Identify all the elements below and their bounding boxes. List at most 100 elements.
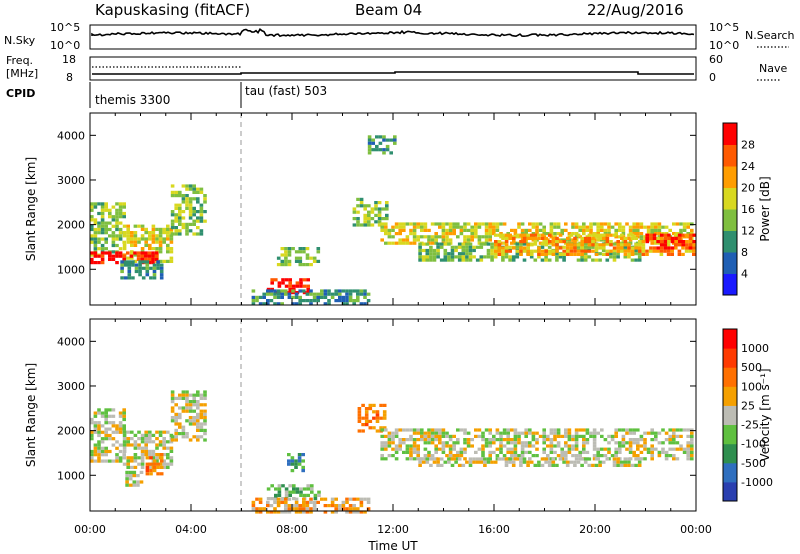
- velocity-cell: [292, 487, 296, 491]
- power-cell: [384, 222, 388, 226]
- power-cell: [192, 187, 196, 191]
- power-cell: [97, 224, 101, 228]
- power-cell: [475, 245, 480, 249]
- power-cell: [151, 247, 156, 251]
- power-cell: [108, 208, 112, 212]
- velocity-cell: [170, 435, 175, 439]
- power-cell: [421, 255, 426, 259]
- velocity-cell: [122, 408, 126, 412]
- power-cell: [483, 242, 487, 246]
- power-cell: [192, 210, 196, 214]
- velocity-cell: [277, 493, 282, 497]
- power-cell: [692, 249, 696, 253]
- velocity-cell: [380, 447, 384, 451]
- velocity-cell: [178, 432, 182, 436]
- velocity-cell: [405, 457, 410, 461]
- velocity-cell: [493, 460, 498, 464]
- x-axis-label: Time UT: [367, 539, 418, 553]
- velocity-cell: [148, 449, 152, 453]
- power-y-tick-label: 3000: [57, 174, 85, 187]
- velocity-cell: [672, 454, 676, 458]
- power-cell: [583, 252, 588, 256]
- velocity-cell: [537, 463, 541, 467]
- velocity-cell: [273, 497, 277, 501]
- power-cell: [155, 237, 159, 241]
- power-cell: [370, 217, 375, 221]
- power-cell: [178, 190, 182, 194]
- velocity-cell: [679, 444, 683, 448]
- power-cell: [592, 222, 597, 226]
- power-cell: [646, 225, 651, 229]
- power-cell: [602, 236, 606, 240]
- power-cell: [531, 222, 536, 226]
- velocity-cell: [93, 411, 98, 415]
- velocity-cell: [574, 457, 579, 461]
- power-cell: [583, 245, 588, 249]
- velocity-cell: [169, 462, 174, 466]
- power-cell: [603, 222, 608, 226]
- power-cell: [394, 225, 399, 229]
- power-cell: [170, 232, 175, 236]
- power-cell: [418, 255, 422, 259]
- power-cell: [402, 241, 406, 245]
- power-cell: [486, 248, 491, 253]
- velocity-cell: [140, 459, 145, 463]
- velocity-cell: [481, 447, 485, 451]
- velocity-cell: [553, 434, 557, 438]
- velocity-cell: [93, 430, 98, 434]
- velocity-cell: [357, 416, 362, 420]
- power-cell: [309, 299, 313, 303]
- velocity-cell: [466, 444, 471, 448]
- power-cell: [616, 255, 620, 259]
- power-cell: [280, 302, 284, 306]
- velocity-cell: [93, 453, 98, 457]
- power-cell: [609, 240, 613, 244]
- power-cell: [367, 213, 371, 217]
- velocity-cell: [181, 432, 186, 436]
- power-cell: [663, 243, 668, 247]
- power-cell: [450, 245, 455, 249]
- power-cell: [158, 243, 163, 247]
- power-cell: [520, 228, 525, 232]
- velocity-cell: [481, 450, 485, 454]
- velocity-cell: [170, 406, 175, 410]
- velocity-cell: [384, 428, 388, 432]
- power-cell: [448, 238, 453, 242]
- power-cell: [299, 281, 303, 285]
- power-cell: [616, 240, 620, 244]
- power-cell: [155, 247, 159, 251]
- power-cell: [384, 232, 388, 236]
- power-cell: [203, 219, 207, 223]
- power-cell: [573, 236, 577, 240]
- velocity-cell: [549, 441, 554, 445]
- power-cell: [681, 252, 685, 256]
- velocity-cell: [416, 454, 420, 458]
- power-cell: [196, 197, 200, 201]
- velocity-cell: [330, 497, 335, 501]
- power-cell: [316, 299, 320, 303]
- power-cell: [292, 284, 296, 288]
- velocity-cell: [420, 434, 424, 438]
- freq-tick-bottom: 8: [66, 71, 73, 84]
- velocity-cell: [152, 465, 157, 469]
- velocity-cell: [185, 396, 189, 400]
- velocity-cell: [345, 497, 349, 501]
- power-cell: [430, 235, 435, 239]
- velocity-cell: [488, 438, 492, 442]
- power-cell: [133, 231, 138, 235]
- power-cell: [605, 240, 610, 244]
- velocity-cell: [549, 428, 554, 432]
- velocity-cell: [136, 483, 140, 487]
- power-cell: [583, 242, 588, 246]
- velocity-cell: [122, 430, 127, 434]
- velocity-cell: [556, 434, 561, 438]
- power-cell: [122, 243, 127, 247]
- power-cell: [567, 235, 572, 239]
- power-cell: [540, 258, 545, 262]
- power-cell: [115, 211, 119, 216]
- velocity-cell: [192, 400, 196, 404]
- power-cell: [148, 234, 152, 238]
- velocity-colorbar-swatch: [723, 443, 737, 464]
- power-cell: [133, 251, 137, 255]
- power-cell: [199, 190, 204, 194]
